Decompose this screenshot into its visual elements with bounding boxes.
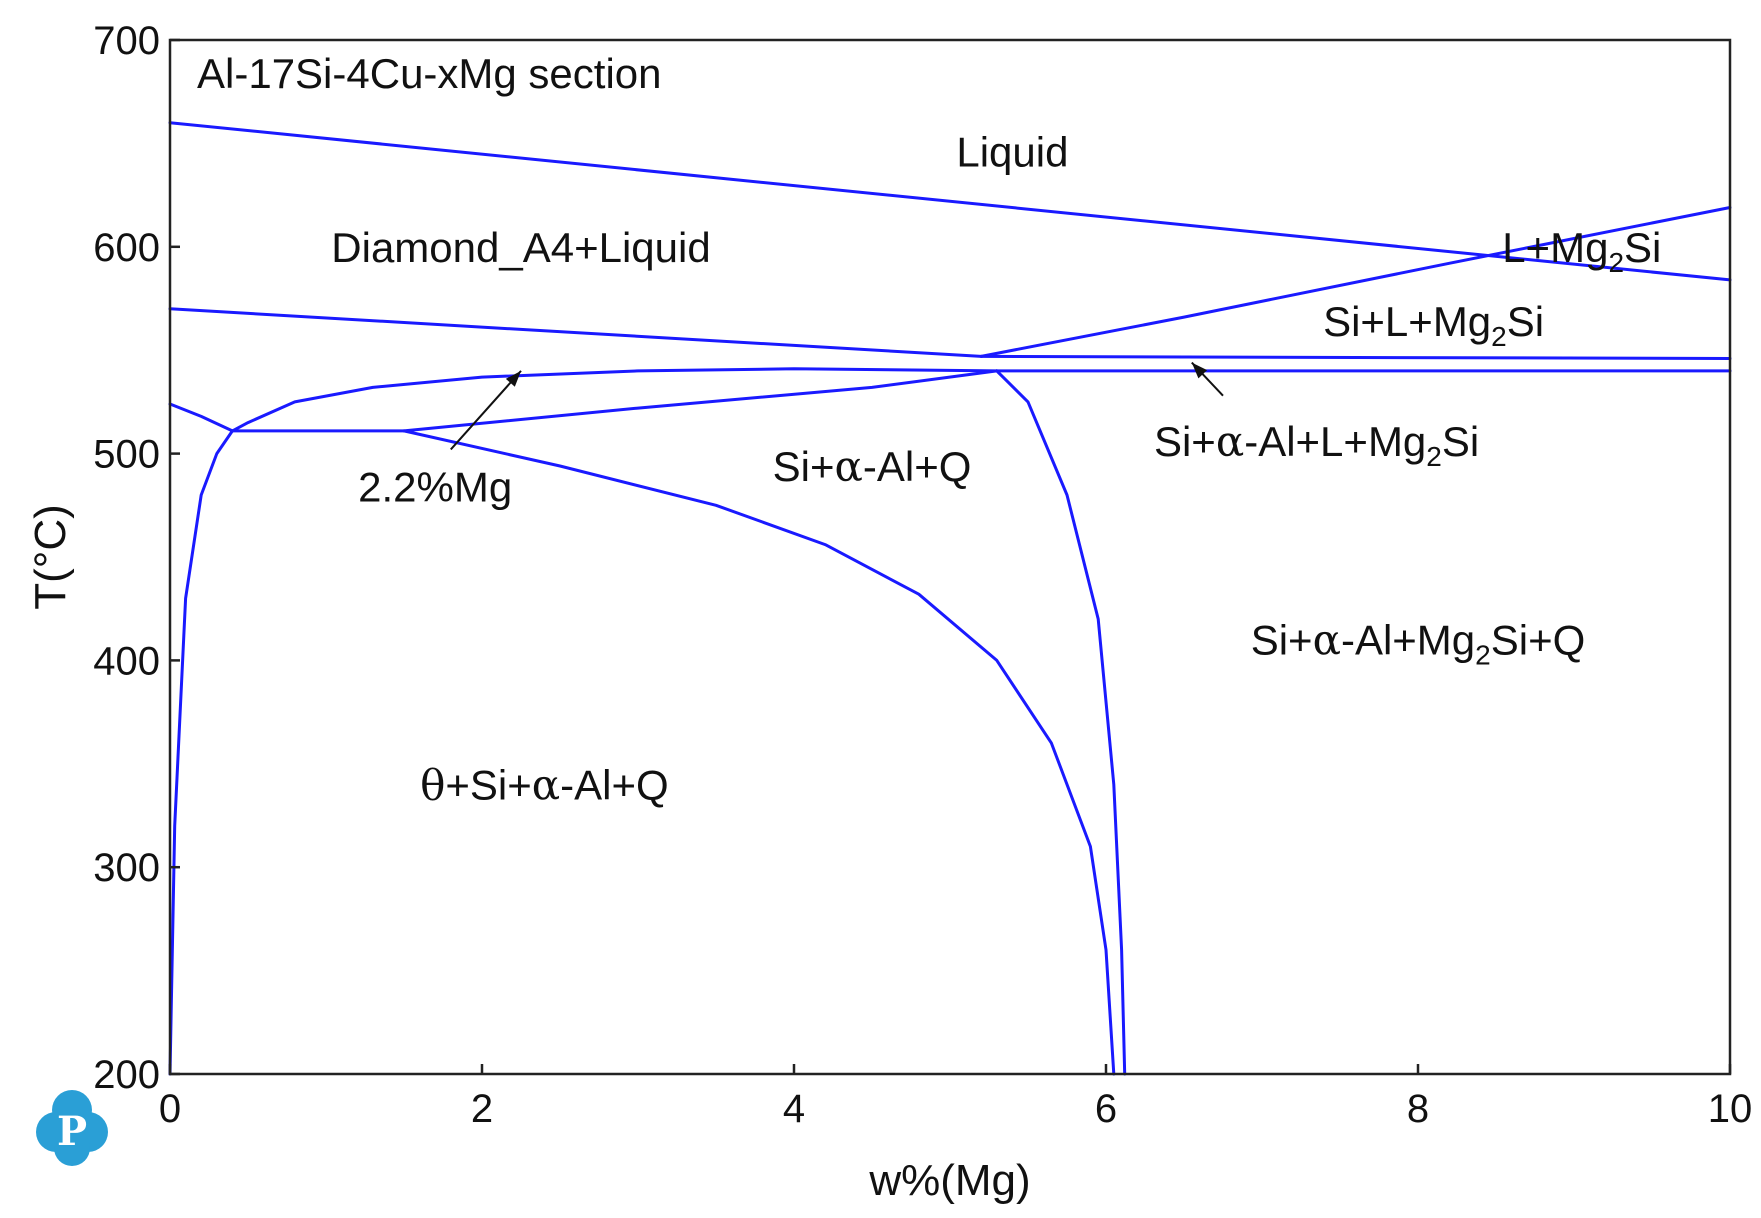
axis-ticks: 0 2 4 6 8 10 200 300 400 500 600 700	[93, 19, 1752, 1131]
region-label: θ+Si+α-Al+Q	[420, 760, 669, 809]
phase-boundary-8	[230, 367, 999, 433]
region-label: Diamond_A4+Liquid	[331, 224, 710, 271]
x-tick-label: 6	[1095, 1087, 1117, 1131]
y-tick-label: 400	[93, 639, 160, 683]
x-tick-label: 0	[159, 1087, 181, 1131]
phase-boundary-11	[402, 429, 1116, 1076]
phase-boundary-4	[979, 354, 1732, 360]
y-tick-label: 600	[93, 226, 160, 270]
logo-letter: P	[57, 1108, 87, 1155]
region-labels: Liquid Diamond_A4+Liquid L+Mg2Si Si+L+Mg2Si…	[331, 129, 1661, 810]
phase-boundary-1	[168, 121, 1732, 282]
annotations: 2.2%Mg	[358, 361, 1224, 511]
annotation-arrowhead	[1191, 362, 1208, 379]
phase-boundary-12	[995, 369, 1127, 1076]
region-label: Liquid	[956, 129, 1068, 176]
phase-boundary-7	[168, 429, 234, 1076]
annotation-arrowhead	[505, 370, 521, 387]
region-label: Si+α-Al+Q	[773, 442, 972, 491]
region-label: Si+L+Mg2Si	[1323, 298, 1544, 352]
y-tick-label: 500	[93, 433, 160, 477]
x-tick-label: 10	[1708, 1087, 1753, 1131]
region-label: Si+α-Al+Mg2Si+Q	[1251, 616, 1586, 671]
chart-title: Al-17Si-4Cu-xMg section	[197, 50, 662, 97]
y-tick-label: 300	[93, 846, 160, 890]
phase-boundary-6	[168, 402, 234, 433]
x-tick-label: 2	[471, 1087, 493, 1131]
phase-boundary-10	[402, 369, 999, 433]
x-tick-label: 4	[783, 1087, 805, 1131]
x-axis-label: w%(Mg)	[868, 1156, 1030, 1205]
y-axis-label: T(°C)	[26, 504, 75, 610]
y-tick-label: 200	[93, 1053, 160, 1097]
plot-frame	[168, 38, 1732, 1076]
region-label: Si+α-Al+L+Mg2Si	[1154, 417, 1479, 472]
logo-icon: P	[36, 1090, 108, 1166]
x-tick-label: 8	[1407, 1087, 1429, 1131]
y-tick-label: 700	[93, 19, 160, 63]
phase-boundary-3	[979, 206, 1732, 358]
annotation-label: 2.2%Mg	[358, 464, 512, 511]
annotation-arrow	[450, 370, 522, 451]
phase-boundary-2	[168, 307, 983, 358]
region-label: L+Mg2Si	[1502, 224, 1661, 278]
